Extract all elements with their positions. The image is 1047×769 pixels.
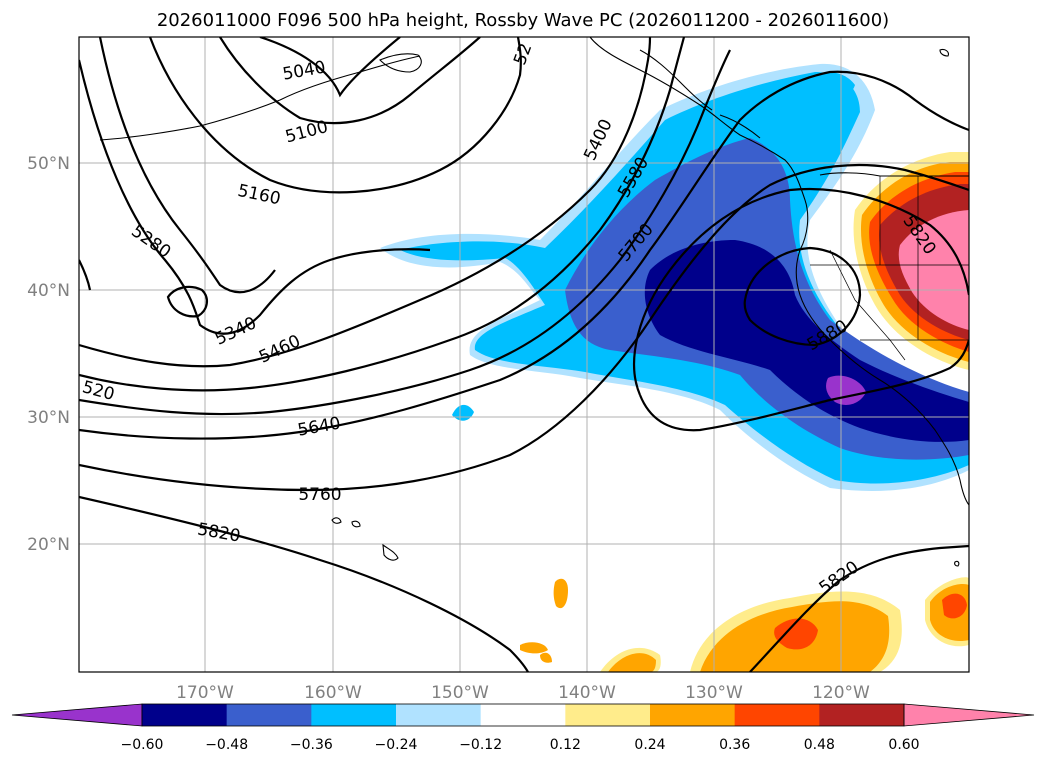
colorbar-segment: [396, 704, 482, 726]
negative-anomaly-shading: [380, 63, 969, 491]
colorbar: −0.60 −0.48 −0.36 −0.24 −0.12 0.12 0.24 0.36 0.4…: [11, 703, 1035, 753]
colorbar-tick-label: 0.60: [888, 737, 919, 753]
map-frame: [78, 36, 970, 673]
positive-anomaly-shading: [520, 152, 969, 672]
colorbar-tick-label: 0.24: [634, 737, 665, 753]
colorbar-segment: [311, 704, 397, 726]
lon-label-140w: 140°W: [558, 683, 616, 703]
colorbar-segment: [226, 704, 312, 726]
colorbar-segment: [650, 704, 736, 726]
colorbar-tick-label: 0.36: [719, 737, 750, 753]
lon-label-120w: 120°W: [812, 683, 870, 703]
longitude-labels: 170°W 160°W 150°W 140°W 130°W 120°W: [176, 683, 870, 703]
colorbar-tick-label: −0.60: [121, 737, 164, 753]
colorbar-tick-label: 0.48: [804, 737, 835, 753]
lon-label-150w: 150°W: [431, 683, 489, 703]
colorbar-tick-label: −0.12: [459, 737, 502, 753]
colorbar-segment: [480, 704, 566, 726]
figure-title: 2026011000 F096 500 hPa height, Rossby W…: [157, 10, 889, 31]
colorbar-segment: [819, 704, 905, 726]
lat-label-30n: 30°N: [27, 408, 70, 428]
colorbar-tick-label: −0.36: [290, 737, 333, 753]
lat-label-40n: 40°N: [27, 281, 70, 301]
map-panel: 5040 5100 5160 5280 5340 5460 520 5640 5…: [78, 36, 970, 673]
colorbar-frame: [141, 703, 905, 727]
lon-label-170w: 170°W: [176, 683, 234, 703]
height-contours: [79, 37, 969, 672]
colorbar-tick-label: −0.48: [205, 737, 248, 753]
lat-label-20n: 20°N: [27, 535, 70, 555]
colorbar-tick-labels: −0.60 −0.48 −0.36 −0.24 −0.12 0.12 0.24 0.36 0.4…: [121, 737, 920, 753]
graticule: [79, 37, 969, 672]
colorbar-segment: [565, 704, 651, 726]
lon-label-130w: 130°W: [685, 683, 743, 703]
lon-label-160w: 160°W: [304, 683, 362, 703]
colorbar-segments: [11, 703, 1035, 727]
colorbar-tick-label: 0.12: [550, 737, 581, 753]
colorbar-segment: [142, 704, 228, 726]
lat-label-50n: 50°N: [27, 154, 70, 174]
latitude-labels: 50°N 40°N 30°N 20°N: [27, 154, 70, 555]
colorbar-tick-label: −0.24: [375, 737, 418, 753]
colorbar-extend-high: [903, 703, 1035, 727]
colorbar-segment: [734, 704, 820, 726]
colorbar-extend-low: [11, 703, 143, 727]
contour-label-5760: 5760: [298, 485, 341, 505]
